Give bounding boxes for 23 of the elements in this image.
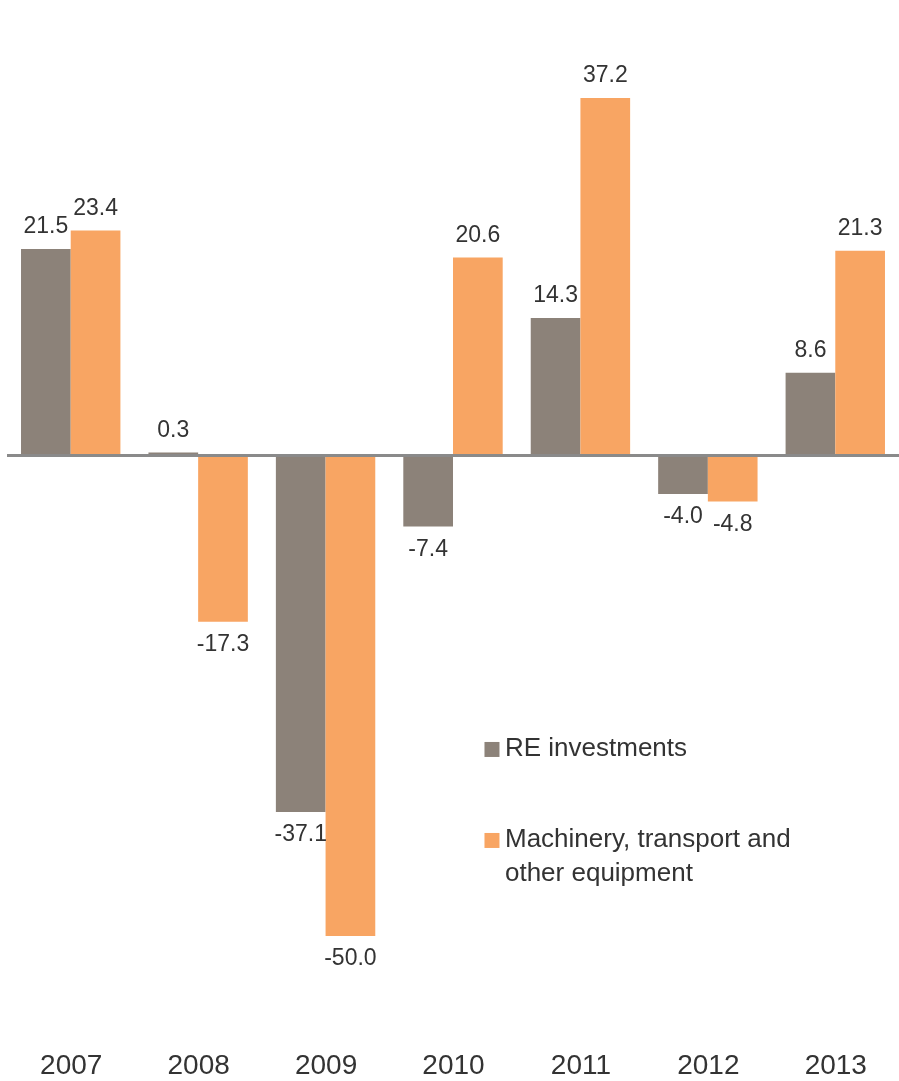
data-label: -4.0	[663, 501, 703, 528]
x-tick-label: 2011	[550, 1048, 612, 1080]
data-label: 20.6	[455, 220, 501, 247]
data-label: -17.3	[196, 629, 250, 656]
data-label: -37.1	[274, 820, 327, 847]
x-tick-label: 2008	[167, 1048, 230, 1080]
data-label: 21.3	[837, 213, 883, 240]
legend-label: Machinery, transport and other equipment	[504, 823, 791, 888]
x-tick-label: 2012	[677, 1048, 740, 1080]
x-tick-label: 2009	[294, 1048, 358, 1080]
x-tick-label: 2013	[804, 1048, 867, 1080]
data-label: 8.6	[794, 335, 827, 362]
data-label: -7.4	[408, 534, 449, 561]
data-label: 23.4	[73, 193, 119, 220]
data-label: -50.0	[324, 944, 377, 970]
data-label: 0.3	[157, 415, 190, 442]
data-label: -4.8	[712, 509, 753, 536]
x-tick-label: 2010	[422, 1048, 485, 1080]
data-label: 21.5	[23, 211, 69, 238]
data-label: 37.2	[582, 61, 628, 87]
legend-label: RE investments	[504, 732, 688, 763]
x-tick-label: 2007	[40, 1048, 103, 1080]
data-label: 14.3	[533, 281, 578, 308]
